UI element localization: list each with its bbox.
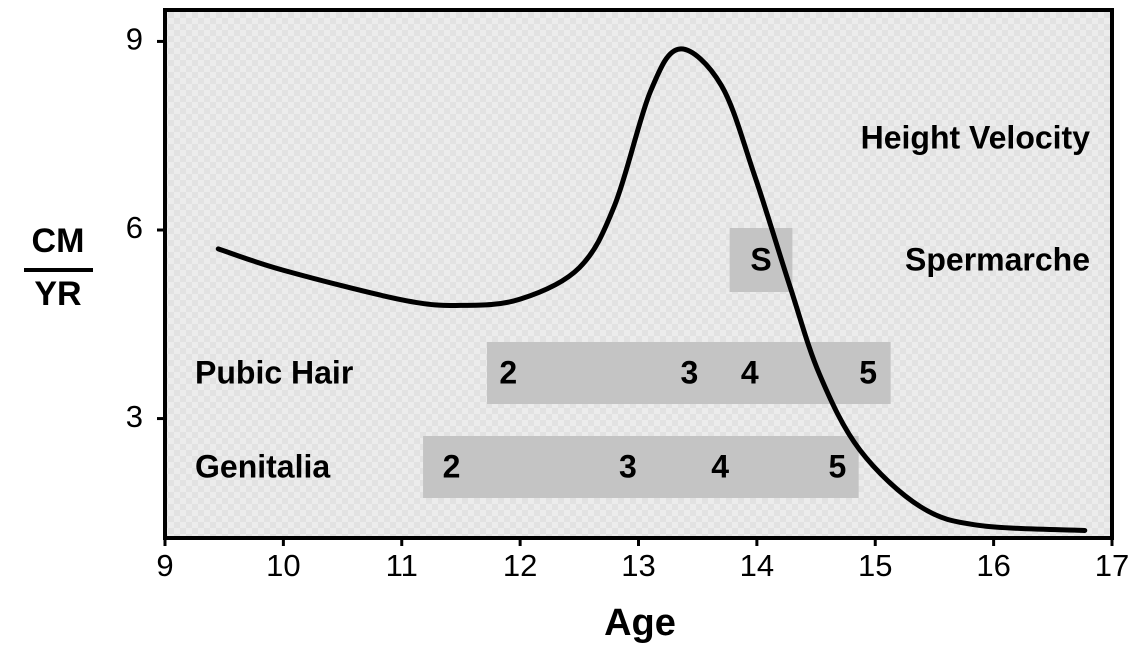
y-axis-numerator: CM	[32, 222, 85, 260]
stage-bar	[486, 342, 891, 404]
x-tick-label: 15	[858, 548, 892, 583]
stage-label: 4	[711, 448, 729, 484]
x-tick-label: 11	[386, 548, 418, 583]
stage-name: Pubic Hair	[195, 354, 353, 390]
x-tick-label: 12	[503, 548, 537, 583]
x-tick-label: 13	[621, 548, 655, 583]
x-tick-label: 10	[266, 548, 300, 583]
stage-label: 4	[741, 354, 759, 390]
stage-name: Genitalia	[195, 448, 330, 484]
series-label: Height Velocity	[861, 119, 1091, 155]
x-tick-label: 17	[1095, 548, 1129, 583]
stage-marker: S	[750, 241, 771, 277]
stage-label: 3	[681, 354, 699, 390]
height-velocity-curve	[215, 46, 1088, 533]
stage-label: 2	[443, 448, 461, 484]
y-tick-label: 6	[126, 210, 143, 245]
stage-label: 5	[859, 354, 877, 390]
x-tick-label: 9	[156, 548, 173, 583]
x-axis-label: Age	[604, 602, 676, 644]
stage-name: Spermarche	[905, 241, 1090, 277]
x-tick-label: 16	[976, 548, 1010, 583]
plot-layer: S Spermarche Pubic Hair 2 3 4 5 Genitalia 2 3 4 5 He…	[195, 46, 1091, 533]
y-axis-denominator: YR	[34, 275, 81, 313]
x-tick-label: 14	[740, 548, 774, 583]
y-tick-label: 3	[126, 399, 143, 434]
y-tick-label: 9	[126, 22, 143, 57]
stage-label: 2	[499, 354, 517, 390]
stage-label: 5	[828, 448, 846, 484]
stage-label: 3	[619, 448, 637, 484]
stage-bar	[423, 436, 859, 498]
